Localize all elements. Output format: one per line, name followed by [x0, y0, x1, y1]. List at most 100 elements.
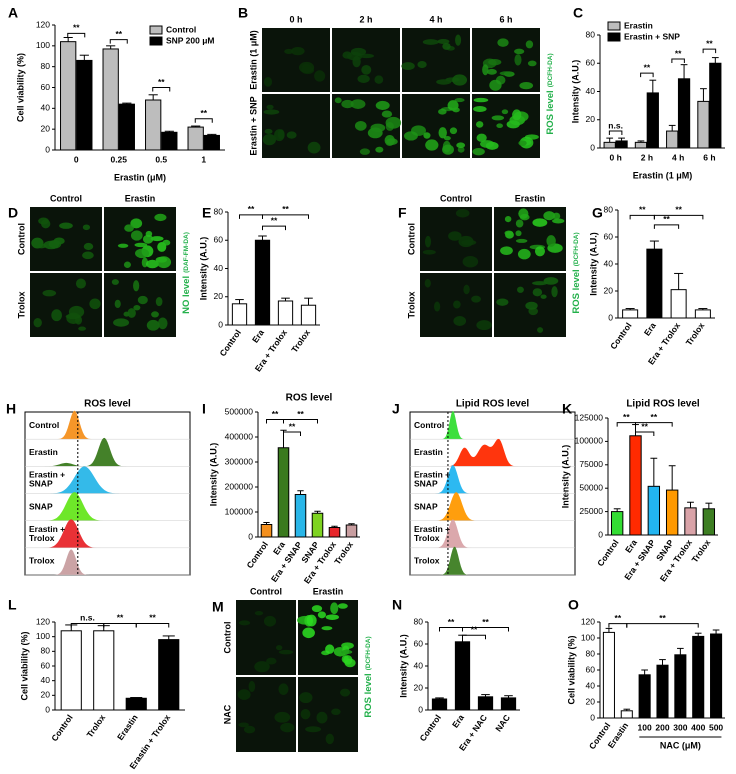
- column-label: 6 h: [499, 14, 512, 24]
- panel-letter: K: [562, 401, 572, 417]
- cell: [458, 235, 474, 248]
- significance-bracket: [194, 118, 213, 123]
- bar: [294, 494, 307, 538]
- cell: [462, 256, 479, 268]
- panel-letter: D: [8, 205, 18, 221]
- y-tick-label: 100: [581, 632, 595, 642]
- cell: [243, 725, 256, 734]
- y-tick-label: 20: [41, 123, 51, 133]
- cell: [516, 286, 524, 293]
- panel-letter: F: [398, 205, 407, 221]
- x-tick-label: Control: [417, 713, 443, 743]
- cell: [463, 284, 470, 295]
- cell: [274, 711, 291, 723]
- cell: [486, 68, 497, 75]
- cell: [33, 318, 42, 328]
- histogram-curve: [410, 519, 575, 548]
- cell: [452, 107, 460, 113]
- x-tick-label: Control: [217, 328, 243, 358]
- cell: [525, 40, 534, 49]
- significance-bracket: [266, 419, 284, 424]
- cell: [482, 64, 489, 76]
- y-tick-label: 20: [214, 291, 224, 301]
- bar: [694, 309, 711, 319]
- cell: [436, 79, 452, 85]
- cell: [123, 261, 131, 268]
- cell: [146, 319, 160, 331]
- y-tick-label: 100: [36, 631, 50, 641]
- bar: [60, 41, 77, 151]
- cell: [331, 708, 341, 716]
- cell: [455, 34, 462, 46]
- cell: [162, 239, 171, 246]
- panel-letter: L: [8, 597, 17, 613]
- cell: [532, 288, 543, 297]
- bar: [684, 507, 697, 536]
- bar: [603, 141, 616, 149]
- significance-bracket: [283, 431, 301, 436]
- bar: [125, 697, 147, 711]
- significance-bracket: [608, 130, 623, 136]
- column-label: Control: [50, 193, 82, 203]
- cell: [551, 286, 558, 298]
- cell: [453, 300, 461, 309]
- cell: [325, 614, 339, 620]
- column-label: 0 h: [289, 14, 302, 24]
- row-label: Trolox: [16, 291, 26, 318]
- row-label: Erastin +: [29, 524, 65, 534]
- cell: [496, 123, 504, 129]
- cell: [381, 110, 393, 118]
- cell: [83, 242, 94, 251]
- significance-label: **: [644, 62, 651, 72]
- cell: [425, 139, 439, 151]
- column-label: Erastin: [515, 193, 546, 203]
- y-tick-label: 0: [608, 312, 613, 322]
- cell: [500, 246, 513, 255]
- micrograph: [30, 207, 102, 271]
- cell: [456, 142, 466, 149]
- bar: [93, 630, 115, 711]
- histogram-curve: [410, 438, 575, 467]
- significance-bracket: [671, 58, 685, 64]
- bar: [454, 641, 471, 711]
- chart-title: Lipid ROS level: [626, 399, 700, 410]
- y-tick-label: 75000: [579, 459, 603, 469]
- bar: [656, 664, 669, 719]
- cell: [305, 726, 322, 733]
- significance-label: **: [675, 48, 682, 58]
- cell: [42, 289, 57, 297]
- histogram-curve: [25, 519, 190, 548]
- cell: [133, 304, 141, 311]
- cell: [325, 733, 335, 745]
- row-label: SNAP: [414, 501, 438, 511]
- cell: [532, 281, 548, 286]
- cell: [453, 316, 467, 326]
- legend-swatch: [607, 21, 621, 31]
- significance-label: **: [115, 29, 122, 39]
- legend-swatch: [149, 25, 163, 35]
- significance-label: **: [623, 412, 630, 422]
- cell: [65, 313, 81, 320]
- cell: [302, 627, 315, 639]
- bar: [697, 100, 710, 149]
- cell: [359, 148, 370, 155]
- y-tick-label: 100000: [225, 506, 254, 516]
- bar: [610, 511, 624, 536]
- bar: [187, 126, 204, 151]
- significance-label: **: [248, 204, 255, 214]
- y-tick-label: 80: [414, 616, 424, 626]
- cell: [496, 298, 509, 306]
- cell: [307, 141, 321, 154]
- significance-label: **: [482, 617, 489, 627]
- significance-label: **: [297, 409, 304, 419]
- cell: [543, 211, 556, 221]
- y-tick-label: 80: [586, 29, 596, 39]
- cell: [263, 109, 280, 115]
- cell: [300, 708, 311, 720]
- histogram-title: ROS level: [84, 399, 131, 410]
- side-label: ROS level (DCFH-DA): [545, 53, 556, 134]
- side-label-main: ROS level: [363, 673, 374, 717]
- x-tick-label: NAC: [493, 713, 512, 734]
- cell: [491, 115, 505, 121]
- cell: [266, 657, 277, 665]
